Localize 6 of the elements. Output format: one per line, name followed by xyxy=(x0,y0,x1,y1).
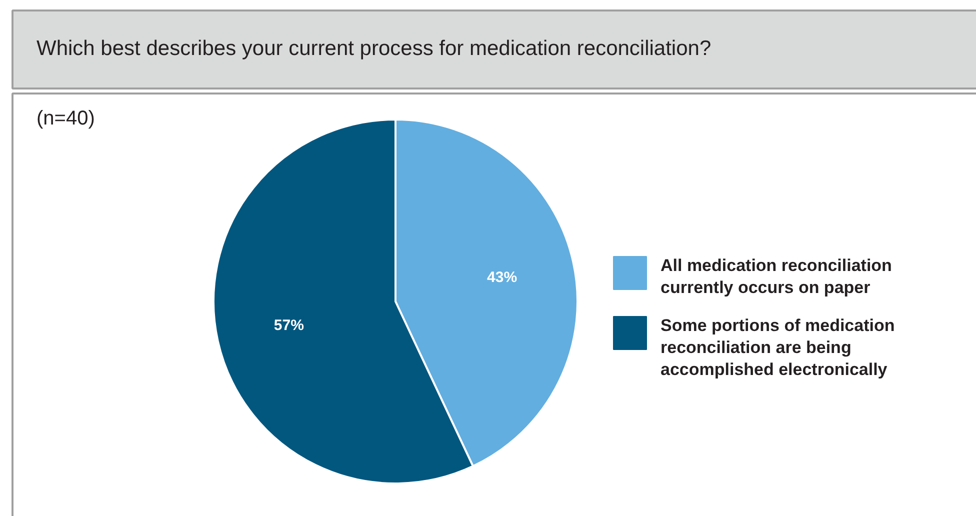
data-label: 57% xyxy=(274,316,304,334)
data-label: 43% xyxy=(487,269,518,286)
legend-label: Some portions of medication reconciliation are being accomplished electronically xyxy=(660,316,895,379)
chart-subtitle: (n=40) xyxy=(36,108,95,130)
chart-title: Which best describes your current process for medication reconciliation? xyxy=(36,37,712,60)
legend-label: All medication reconciliation currently occurs on paper xyxy=(660,256,892,297)
